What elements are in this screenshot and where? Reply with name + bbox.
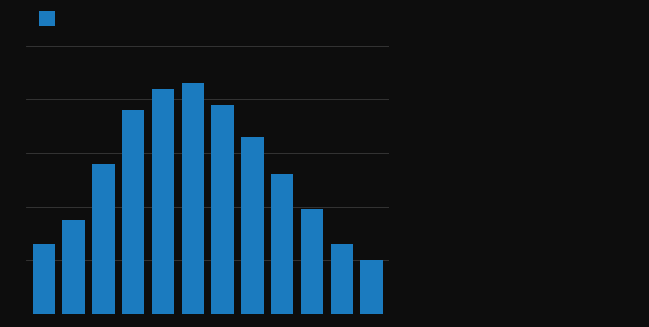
- Bar: [62, 220, 85, 314]
- Bar: [122, 110, 144, 314]
- Bar: [360, 260, 383, 314]
- Bar: [152, 89, 174, 314]
- Bar: [300, 209, 323, 314]
- Bar: [271, 175, 293, 314]
- Bar: [241, 137, 263, 314]
- Bar: [330, 244, 353, 314]
- Bar: [92, 164, 115, 314]
- Bar: [182, 83, 204, 314]
- Bar: [212, 105, 234, 314]
- Bar: [32, 244, 55, 314]
